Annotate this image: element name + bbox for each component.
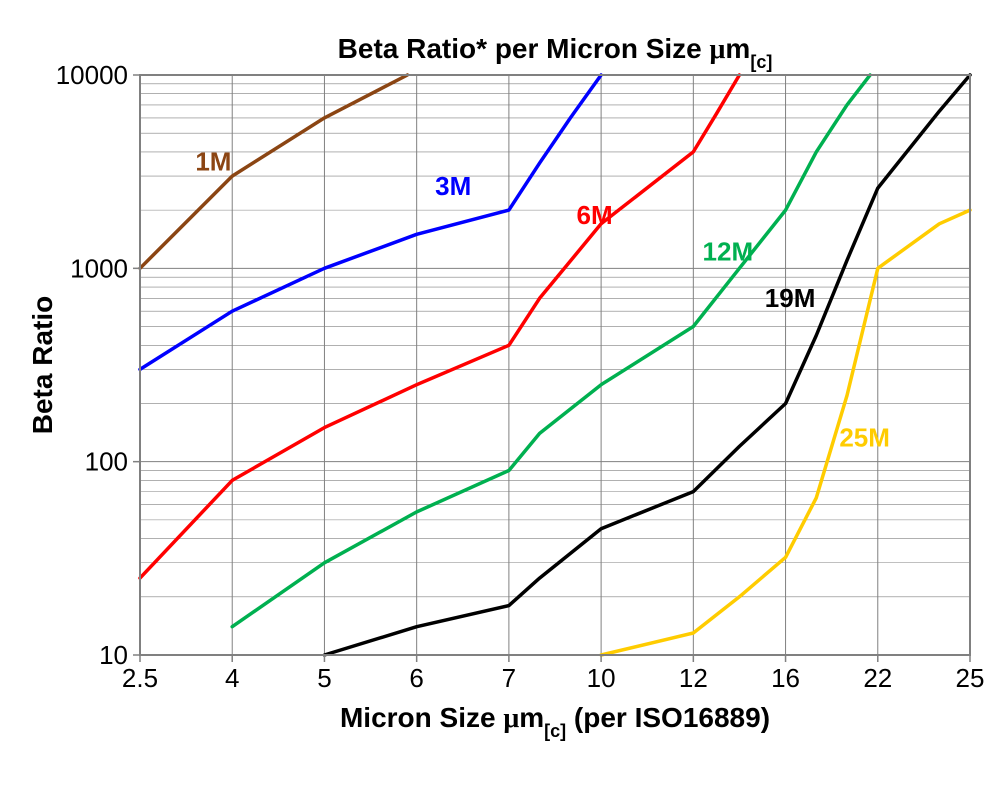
- y-tick-label: 100: [85, 447, 128, 477]
- series-label-3m: 3M: [435, 171, 471, 201]
- series-label-19m: 19M: [765, 283, 816, 313]
- x-axis-label: Micron Size μm[c] (per ISO16889): [340, 702, 770, 741]
- x-tick-label: 6: [409, 663, 423, 693]
- x-tick-label: 22: [863, 663, 892, 693]
- y-tick-label: 10: [99, 640, 128, 670]
- series-label-12m: 12M: [703, 236, 754, 266]
- plot-area: [140, 75, 970, 655]
- series-label-25m: 25M: [839, 422, 890, 452]
- x-tick-label: 4: [225, 663, 239, 693]
- y-tick-label: 10000: [56, 60, 128, 90]
- beta-ratio-chart: 1M3M6M12M19M25M2.54567101216222510100100…: [20, 20, 1008, 766]
- x-tick-label: 16: [771, 663, 800, 693]
- y-axis-label: Beta Ratio: [27, 296, 58, 434]
- series-label-1m: 1M: [195, 147, 231, 177]
- y-tick-label: 1000: [70, 253, 128, 283]
- chart-container: 1M3M6M12M19M25M2.54567101216222510100100…: [20, 20, 1008, 766]
- series-label-6m: 6M: [577, 200, 613, 230]
- chart-title: Beta Ratio* per Micron Size μm[c]: [338, 33, 773, 72]
- x-tick-label: 10: [587, 663, 616, 693]
- x-tick-label: 12: [679, 663, 708, 693]
- x-tick-label: 7: [502, 663, 516, 693]
- x-tick-label: 25: [956, 663, 985, 693]
- x-tick-label: 5: [317, 663, 331, 693]
